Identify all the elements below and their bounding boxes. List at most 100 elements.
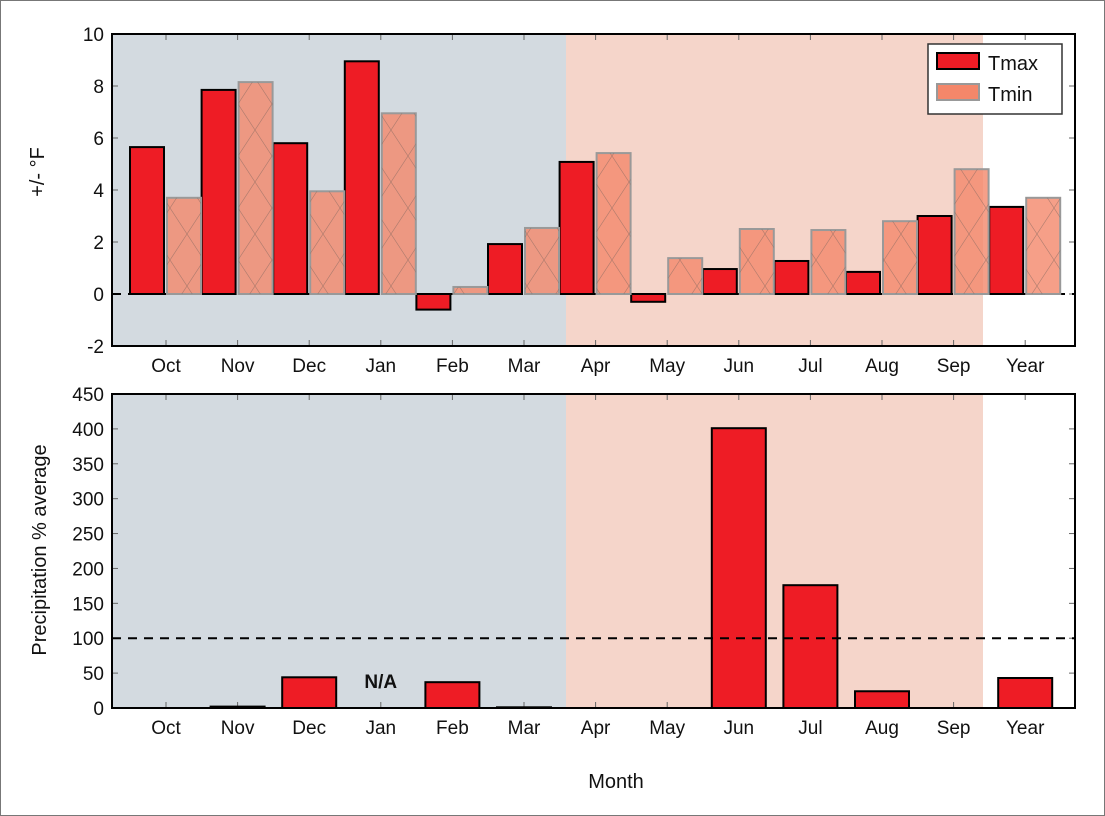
precip-bar	[782, 584, 839, 709]
tmin-bar	[452, 285, 489, 296]
tmin-bar-hatch	[883, 221, 917, 294]
tmin-bar-hatch	[596, 153, 631, 294]
y-tick-label: 10	[83, 25, 104, 46]
y-tick-label: 8	[93, 77, 104, 98]
shaded-region	[566, 394, 983, 708]
y-tick-label: -2	[87, 337, 104, 358]
x-tick-label: Sep	[937, 718, 971, 739]
x-tick-label: Mar	[508, 356, 541, 377]
y-tick-label: 200	[72, 559, 104, 580]
x-axis-label: Month	[588, 771, 644, 793]
x-tick-label: Aug	[865, 718, 899, 739]
x-tick-label: Dec	[292, 718, 326, 739]
legend: Tmax Tmin	[927, 43, 1063, 115]
tmax-bar	[272, 142, 309, 295]
tmin-bar-hatch	[453, 286, 488, 294]
tmin-bar	[380, 112, 417, 295]
x-tick-label: Nov	[221, 356, 255, 377]
tmax-bar	[916, 215, 953, 295]
legend-label-tmax: Tmax	[988, 53, 1038, 75]
tmin-bar	[1025, 196, 1062, 295]
x-tick-label: Jan	[365, 356, 396, 377]
x-tick-label: Oct	[151, 356, 181, 377]
tmax-bar	[415, 293, 452, 311]
tmax-bar	[630, 293, 667, 303]
tmin-bar-hatch	[167, 197, 201, 294]
x-tick-label: Year	[1006, 718, 1045, 739]
tmax-bar	[129, 146, 165, 295]
y-tick-label: 100	[72, 629, 104, 650]
x-tick-label: Sep	[937, 356, 971, 377]
x-tick-label: May	[649, 356, 685, 377]
y-tick-label: 150	[72, 594, 104, 615]
x-tick-label: Feb	[436, 718, 469, 739]
tmin-bar-hatch	[525, 227, 559, 294]
tmin-bar-hatch	[1026, 197, 1061, 294]
tmin-bar-hatch	[381, 113, 416, 294]
tmin-bar	[667, 257, 704, 295]
tmax-bar	[988, 205, 1025, 295]
tmin-bar	[309, 190, 346, 295]
tmin-bar	[738, 228, 775, 295]
precip-bar	[710, 427, 767, 709]
x-tick-label: Mar	[508, 718, 541, 739]
precip-bar	[281, 676, 338, 710]
top-y-axis-label: +/- °F	[27, 147, 49, 197]
tmin-bar-hatch	[739, 229, 774, 294]
tmin-bar	[595, 152, 632, 295]
x-tick-label: Aug	[865, 356, 899, 377]
y-tick-label: 2	[93, 233, 104, 254]
x-tick-label: Jun	[723, 718, 754, 739]
tmin-bar	[882, 220, 918, 295]
tmin-bar-hatch	[811, 230, 846, 294]
tmax-bar	[487, 243, 523, 295]
y-tick-label: 400	[72, 420, 104, 441]
x-tick-label: Apr	[581, 718, 611, 739]
x-tick-label: Apr	[581, 356, 611, 377]
tmin-bar-hatch	[238, 82, 273, 294]
tmax-bar	[343, 60, 380, 295]
tmax-bar	[558, 160, 595, 295]
tmin-bar	[524, 226, 560, 296]
shaded-region	[112, 34, 566, 346]
tmin-bar	[237, 81, 274, 295]
y-tick-label: 0	[93, 699, 104, 720]
y-tick-label: 50	[83, 664, 104, 685]
shaded-region	[112, 394, 566, 708]
tmin-bar	[953, 168, 990, 295]
legend-label-tmin: Tmin	[988, 84, 1032, 106]
na-annotation: N/A	[364, 672, 397, 693]
y-tick-label: 0	[93, 285, 104, 306]
x-tick-label: Year	[1006, 356, 1045, 377]
bottom-plot-border	[111, 393, 1076, 709]
tmax-bar	[200, 88, 237, 296]
bottom-y-axis-label: Precipitation % average	[29, 444, 51, 655]
y-tick-label: 250	[72, 525, 104, 546]
legend-swatch-tmin	[936, 83, 980, 101]
x-tick-label: Jul	[798, 718, 822, 739]
precip-bar	[854, 690, 910, 710]
x-tick-label: Oct	[151, 718, 181, 739]
y-tick-label: 300	[72, 490, 104, 511]
tmin-bar	[810, 229, 847, 295]
tmin-bar-hatch	[954, 169, 989, 294]
tmax-bar	[701, 268, 738, 296]
tmin-bar	[166, 196, 202, 295]
x-tick-label: Feb	[436, 356, 469, 377]
precip-bar	[424, 681, 481, 710]
y-tick-label: 4	[93, 181, 104, 202]
tmax-bar	[773, 259, 810, 296]
top-plot-border	[111, 33, 1076, 347]
x-tick-label: Jun	[723, 356, 754, 377]
tmax-bar	[845, 270, 881, 295]
tmin-bar-hatch	[310, 191, 345, 294]
tmin-bar-hatch	[668, 258, 703, 294]
x-tick-label: May	[649, 718, 685, 739]
y-tick-label: 6	[93, 129, 104, 150]
x-tick-label: Jan	[365, 718, 396, 739]
precip-bar	[997, 676, 1054, 709]
x-tick-label: Dec	[292, 356, 326, 377]
y-tick-label: 450	[72, 385, 104, 406]
x-tick-label: Nov	[221, 718, 255, 739]
